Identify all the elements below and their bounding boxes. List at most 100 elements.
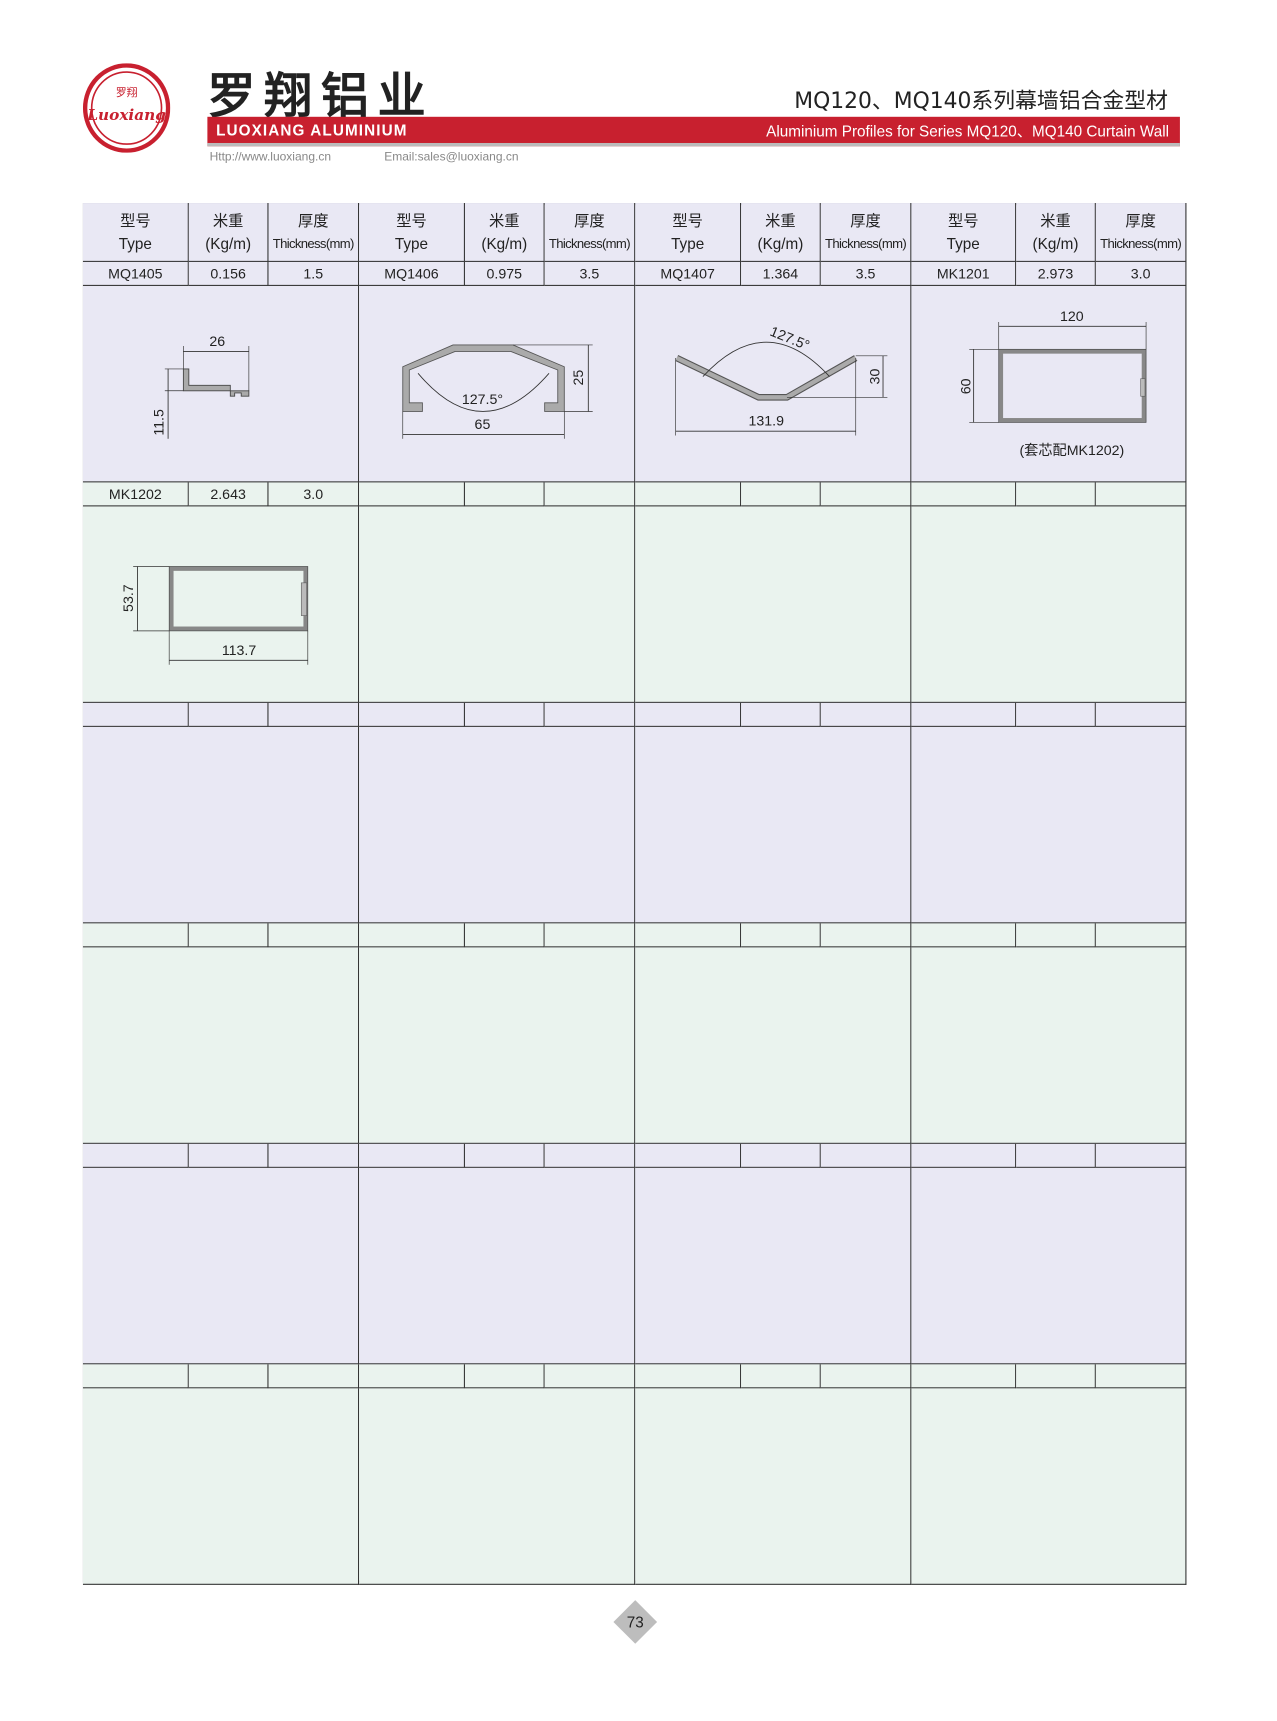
- column-header: 厚度 Thickness(mm): [268, 203, 360, 262]
- spec-cell-thickness: [1095, 1143, 1187, 1168]
- spec-cell-thickness: [268, 1143, 360, 1168]
- profile-drawing-cell: 120 60 (套芯配MK1202): [911, 285, 1187, 483]
- dimension-label: 53.7: [121, 584, 137, 612]
- spec-cell-weight: [1016, 702, 1096, 727]
- profile-drawing-cell: [359, 1388, 636, 1585]
- profile-weight: 2.643: [210, 485, 246, 503]
- spec-cell-weight: 0.975: [464, 261, 545, 286]
- profile-drawing-cell: [82, 726, 360, 924]
- profile-drawing-cell: [82, 1167, 360, 1365]
- column-header: 厚度 Thickness(mm): [544, 203, 636, 262]
- spec-cell-type: [635, 482, 742, 507]
- spec-cell-thickness: [1095, 482, 1187, 507]
- spec-cell-thickness: [820, 1364, 912, 1389]
- dimension-label: 26: [209, 334, 225, 350]
- spec-cell-thickness: [1095, 702, 1187, 727]
- luoxiang-logo: 罗翔 Luoxiang: [82, 63, 171, 153]
- profile-table: 型号 Type 米重 (Kg/m) 厚度 Thickness(mm) 型号 Type 米重 (Kg…: [82, 203, 1187, 1585]
- email-link[interactable]: Email:sales@luoxiang.cn: [384, 150, 519, 164]
- column-header-cn: 型号: [672, 211, 703, 229]
- dimension-label: 30: [868, 369, 884, 385]
- profile-weight: 0.975: [486, 265, 523, 282]
- spec-cell-type: [911, 482, 1017, 507]
- profile-drawing-cell: [635, 947, 912, 1144]
- profile-drawing-cell: [635, 1388, 912, 1585]
- spec-cell-thickness: 3.0: [268, 482, 360, 507]
- profile-drawing-cell: [82, 1388, 360, 1585]
- column-header-en: Type: [671, 234, 705, 252]
- column-header: 厚度 Thickness(mm): [820, 203, 912, 262]
- column-header-cn: 米重: [212, 211, 244, 229]
- svg-text:Luoxiang: Luoxiang: [86, 106, 166, 124]
- profile-drawing-cell: [82, 947, 360, 1144]
- spec-cell-thickness: 1.5: [268, 261, 360, 286]
- column-header: 型号 Type: [359, 203, 465, 262]
- profile-drawing-cell: [911, 1388, 1187, 1585]
- column-header-cn: 厚度: [574, 211, 605, 229]
- profile-thickness: 3.5: [855, 265, 876, 282]
- spec-cell-weight: [1016, 923, 1096, 948]
- profile-drawing-cell: [359, 726, 636, 924]
- dimension-label: 131.9: [748, 414, 784, 430]
- website-link[interactable]: Http://www.luoxiang.cn: [209, 150, 332, 164]
- column-header: 型号 Type: [82, 203, 189, 262]
- profile-weight: 2.973: [1037, 265, 1074, 282]
- profile-type: MQ1405: [108, 265, 163, 282]
- column-header: 型号 Type: [911, 203, 1017, 262]
- spec-cell-weight: 0.156: [188, 261, 269, 286]
- column-header-cn: 型号: [947, 211, 979, 229]
- dimension-label: 65: [475, 417, 491, 433]
- spec-cell-thickness: [544, 702, 636, 727]
- column-header-cn: 米重: [765, 211, 796, 229]
- profile-drawing-cell: [911, 947, 1187, 1144]
- spec-cell-type: [911, 702, 1017, 727]
- spec-cell-type: [82, 923, 189, 948]
- profile-drawing-cell: [359, 947, 636, 1144]
- page-title-en: Aluminium Profiles for Series MQ120、MQ14…: [766, 122, 1169, 140]
- column-header-cn: 米重: [1040, 211, 1071, 229]
- spec-cell-weight: [188, 923, 269, 948]
- page-number-badge: 73: [613, 1600, 658, 1644]
- spec-cell-thickness: [268, 702, 360, 727]
- column-header-cn: 厚度: [850, 211, 881, 229]
- profile-drawing-cell: [911, 1167, 1187, 1365]
- dimension-label: 120: [1060, 309, 1084, 325]
- dimension-label: 113.7: [222, 643, 257, 659]
- spec-cell-type: [911, 1143, 1017, 1168]
- column-header-cn: 米重: [488, 211, 520, 229]
- profile-note: (套芯配MK1202): [1019, 443, 1124, 459]
- column-header-en: Type: [946, 234, 980, 252]
- angle-label: 127.5°: [767, 324, 811, 354]
- spec-cell-weight: [464, 1364, 545, 1389]
- profile-drawing-cell: [635, 506, 912, 703]
- spec-cell-weight: [741, 482, 821, 507]
- spec-cell-type: [82, 702, 189, 727]
- profile-weight: 1.364: [762, 265, 799, 282]
- spec-cell-type: [359, 1143, 465, 1168]
- spec-cell-weight: [188, 702, 269, 727]
- column-header-en: Thickness(mm): [1100, 235, 1182, 251]
- spec-cell-thickness: [1095, 1364, 1187, 1389]
- profile-drawing-mq1407: 127.5° 131.9 30: [675, 324, 888, 436]
- spec-cell-thickness: 3.5: [544, 261, 636, 286]
- spec-cell-type: MK1201: [911, 261, 1017, 286]
- spec-cell-type: [359, 482, 465, 507]
- spec-cell-weight: 1.364: [741, 261, 821, 286]
- column-header-en: Thickness(mm): [825, 235, 907, 251]
- spec-cell-weight: 2.973: [1016, 261, 1096, 286]
- profile-drawing-cell: [635, 726, 912, 924]
- column-header: 厚度 Thickness(mm): [1095, 203, 1187, 262]
- spec-cell-type: [359, 1364, 465, 1389]
- spec-cell-thickness: 3.0: [1095, 261, 1187, 286]
- spec-cell-type: [635, 923, 742, 948]
- page-title-cn: MQ120、MQ140系列幕墙铝合金型材: [794, 87, 1168, 114]
- spec-cell-thickness: [544, 1364, 636, 1389]
- spec-cell-thickness: [820, 1143, 912, 1168]
- svg-text:罗翔: 罗翔: [116, 85, 138, 99]
- page-number: 73: [627, 1614, 644, 1631]
- column-header: 米重 (Kg/m): [741, 203, 821, 262]
- spec-cell-type: MK1202: [82, 482, 189, 507]
- spec-cell-weight: [1016, 482, 1096, 507]
- column-header-en: (Kg/m): [205, 234, 252, 252]
- profile-drawing-cell: [635, 1167, 912, 1365]
